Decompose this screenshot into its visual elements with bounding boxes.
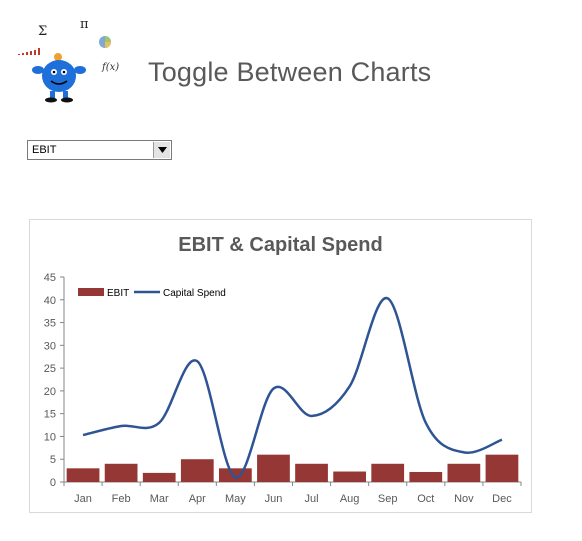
x-tick-label: May <box>225 493 246 505</box>
x-tick-label: Jan <box>74 493 92 505</box>
y-tick-label: 10 <box>44 431 56 443</box>
y-tick-label: 15 <box>44 409 56 421</box>
x-tick-label: Oct <box>417 493 434 505</box>
chart-container: EBIT & Capital Spend 0 5 10 15 20 25 30 35 40 45 J… <box>29 219 532 513</box>
y-tick-label: 5 <box>50 454 56 466</box>
ebit-bar <box>295 463 328 482</box>
legend-capital-label: Capital Spend <box>163 288 226 299</box>
sigma-symbol: Σ <box>38 24 47 39</box>
ebit-bar <box>447 463 481 482</box>
ebit-bar <box>142 472 176 482</box>
y-tick-label: 0 <box>50 477 56 489</box>
ebit-bar <box>371 463 405 482</box>
x-tick-label: Jun <box>265 493 283 505</box>
legend-ebit-swatch <box>78 288 104 296</box>
dropdown-arrow-button[interactable] <box>153 142 170 158</box>
dropdown-selected-value: EBIT <box>32 144 57 156</box>
chart-plot-area: 0 5 10 15 20 25 30 35 40 45 Jan Feb Mar Apr May Jun Jul A… <box>44 272 522 505</box>
x-tick-label: Nov <box>454 493 474 505</box>
pie-icon <box>99 36 111 48</box>
y-tick-label: 40 <box>44 295 56 307</box>
ebit-bar <box>180 459 214 482</box>
y-tick-label: 20 <box>44 386 56 398</box>
x-tick-label: Feb <box>112 493 131 505</box>
x-tick-label: Aug <box>340 493 360 505</box>
x-tick-label: Sep <box>378 493 398 505</box>
y-tick-label: 25 <box>44 363 56 375</box>
ebit-bar <box>257 454 290 482</box>
mascot-icon <box>32 53 86 103</box>
function-symbol: f(x) <box>101 62 119 73</box>
x-tick-label: Dec <box>492 493 512 505</box>
x-tick-label: Apr <box>189 493 206 505</box>
capital-spend-line <box>82 297 503 479</box>
chevron-down-icon <box>158 147 167 153</box>
chart-title: EBIT & Capital Spend <box>178 234 383 256</box>
pi-symbol: π <box>80 17 89 32</box>
legend-ebit-label: EBIT <box>107 288 129 299</box>
mini-bar-icon <box>18 48 40 55</box>
y-tick-label: 30 <box>44 340 56 352</box>
y-tick-label: 35 <box>44 318 56 330</box>
ebit-bar <box>66 468 100 482</box>
mascot-logo: Σ π f(x) <box>12 14 132 104</box>
x-tick-label: Jul <box>305 493 319 505</box>
ebit-bar <box>333 471 367 482</box>
ebit-bar <box>409 471 443 482</box>
y-tick-label: 45 <box>44 272 56 284</box>
chart-selector-dropdown[interactable]: EBIT <box>27 140 172 160</box>
page-title: Toggle Between Charts <box>148 57 432 87</box>
ebit-bar <box>485 454 519 482</box>
ebit-bar <box>104 463 138 482</box>
ebit-bar <box>218 468 252 482</box>
x-tick-label: Mar <box>150 493 169 505</box>
